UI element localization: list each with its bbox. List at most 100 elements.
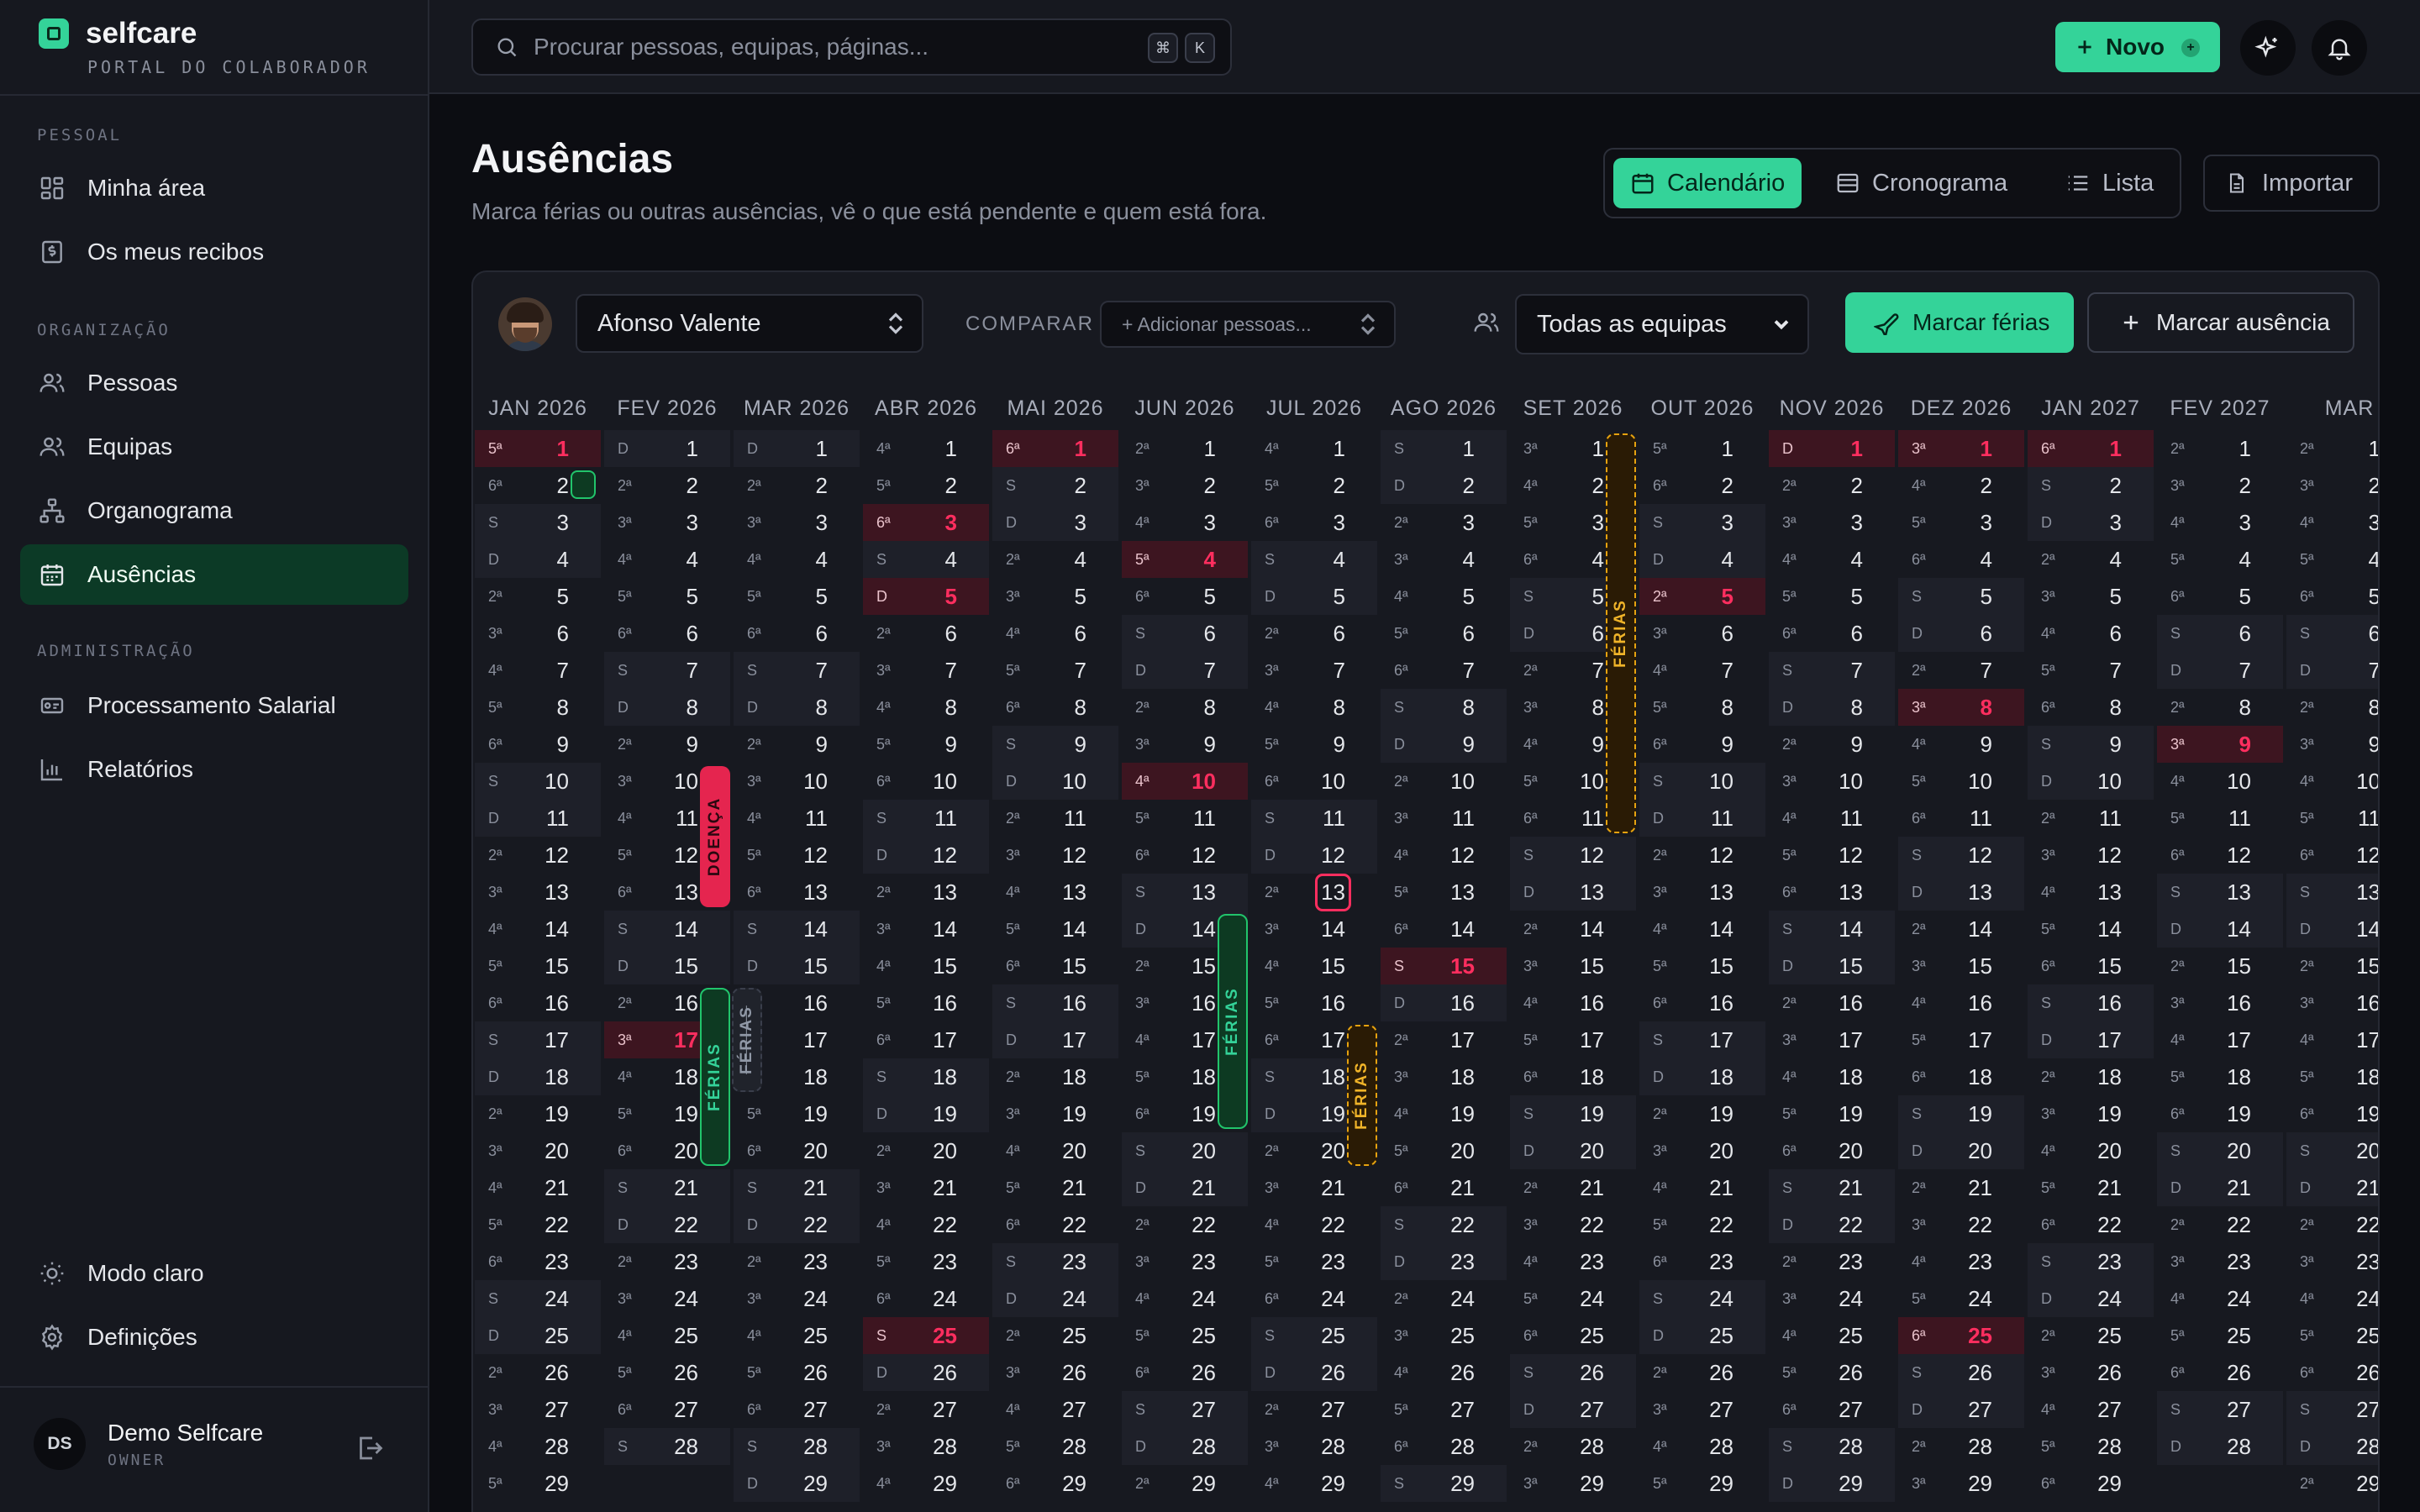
day-cell[interactable]: 4ª 18 bbox=[1769, 1058, 1895, 1095]
day-cell[interactable]: D 21 bbox=[2157, 1169, 2283, 1206]
day-cell[interactable]: 4ª 16 bbox=[1898, 984, 2024, 1021]
day-cell[interactable]: 2ª 1 bbox=[2157, 430, 2283, 467]
day-cell[interactable]: 5ª 17 bbox=[1510, 1021, 1636, 1058]
day-cell[interactable]: 2ª 22 bbox=[2157, 1206, 2283, 1243]
day-cell[interactable]: 5ª 13 bbox=[1381, 874, 1507, 911]
day-cell[interactable]: 4ª 3 bbox=[1122, 504, 1248, 541]
day-cell[interactable]: 5ª 23 bbox=[863, 1243, 989, 1280]
day-cell[interactable]: 3ª 1 bbox=[1510, 430, 1636, 467]
day-cell[interactable]: 6ª 11 bbox=[1898, 800, 2024, 837]
day-cell[interactable]: 4ª 29 bbox=[1251, 1465, 1377, 1502]
day-cell[interactable]: 5ª 11 bbox=[2286, 800, 2378, 837]
day-cell[interactable]: 2ª 12 bbox=[475, 837, 601, 874]
day-cell[interactable]: 4ª 25 bbox=[1769, 1317, 1895, 1354]
day-cell[interactable]: 5ª 28 bbox=[2028, 1428, 2154, 1465]
theme-toggle[interactable]: Modo claro bbox=[20, 1243, 408, 1304]
day-cell[interactable]: 6ª 9 bbox=[475, 726, 601, 763]
sidebar-item-equipas[interactable]: Equipas bbox=[20, 417, 408, 477]
day-cell[interactable]: D 16 bbox=[1381, 984, 1507, 1021]
day-cell[interactable]: 3ª 27 bbox=[475, 1391, 601, 1428]
day-cell[interactable]: 5ª 4 bbox=[2157, 541, 2283, 578]
day-cell[interactable]: D 14 bbox=[2157, 911, 2283, 948]
day-cell[interactable]: S 17 bbox=[1639, 1021, 1765, 1058]
day-cell[interactable]: D 22 bbox=[604, 1206, 730, 1243]
day-cell[interactable]: 4ª 13 bbox=[2028, 874, 2154, 911]
holiday-cell[interactable]: S 25 bbox=[863, 1317, 989, 1354]
day-cell[interactable]: 3ª 23 bbox=[2157, 1243, 2283, 1280]
sidebar-item-minha-area[interactable]: Minha área bbox=[20, 158, 408, 218]
logout-icon[interactable] bbox=[355, 1433, 385, 1463]
day-cell[interactable]: D 10 bbox=[992, 763, 1118, 800]
day-cell[interactable]: S 26 bbox=[1510, 1354, 1636, 1391]
day-cell[interactable]: D 12 bbox=[863, 837, 989, 874]
day-cell[interactable]: 6ª 28 bbox=[1381, 1428, 1507, 1465]
day-cell[interactable]: 6ª 23 bbox=[1639, 1243, 1765, 1280]
day-cell[interactable]: 3ª 23 bbox=[2286, 1243, 2378, 1280]
day-cell[interactable]: 6ª 16 bbox=[475, 984, 601, 1021]
day-cell[interactable]: 2ª 8 bbox=[1122, 689, 1248, 726]
day-cell[interactable]: 4ª 28 bbox=[1639, 1428, 1765, 1465]
day-cell[interactable]: 5ª 2 bbox=[1251, 467, 1377, 504]
day-cell[interactable]: 4ª 8 bbox=[863, 689, 989, 726]
day-cell[interactable]: D 24 bbox=[2028, 1280, 2154, 1317]
day-cell[interactable]: 6ª 17 bbox=[863, 1021, 989, 1058]
day-cell[interactable]: 5ª 22 bbox=[1639, 1206, 1765, 1243]
day-cell[interactable]: 2ª 19 bbox=[1639, 1095, 1765, 1132]
sidebar-item-pessoas[interactable]: Pessoas bbox=[20, 353, 408, 413]
day-cell[interactable]: 5ª 6 bbox=[1381, 615, 1507, 652]
holiday-cell[interactable]: S 15 bbox=[1381, 948, 1507, 984]
day-cell[interactable]: S 17 bbox=[475, 1021, 601, 1058]
day-cell[interactable]: 3ª 9 bbox=[2286, 726, 2378, 763]
day-cell[interactable]: 4ª 11 bbox=[604, 800, 730, 837]
day-cell[interactable]: S 13 bbox=[2157, 874, 2283, 911]
day-cell[interactable]: 4ª 19 bbox=[1381, 1095, 1507, 1132]
day-cell[interactable]: 6ª 12 bbox=[1122, 837, 1248, 874]
day-cell[interactable]: D 21 bbox=[2286, 1169, 2378, 1206]
day-cell[interactable]: D 17 bbox=[992, 1021, 1118, 1058]
day-cell[interactable]: 4ª 14 bbox=[1639, 911, 1765, 948]
day-cell[interactable]: 2ª 12 bbox=[1639, 837, 1765, 874]
day-cell[interactable]: S 28 bbox=[1769, 1428, 1895, 1465]
day-cell[interactable]: 6ª 10 bbox=[863, 763, 989, 800]
day-cell[interactable]: 6ª 9 bbox=[1639, 726, 1765, 763]
day-cell[interactable]: 5ª 16 bbox=[863, 984, 989, 1021]
day-cell[interactable]: D 26 bbox=[1251, 1354, 1377, 1391]
day-cell[interactable]: 2ª 1 bbox=[1122, 430, 1248, 467]
holiday-cell[interactable]: 6ª 1 bbox=[992, 430, 1118, 467]
day-cell[interactable]: 4ª 22 bbox=[1251, 1206, 1377, 1243]
holiday-cell[interactable]: 3ª 8 bbox=[1898, 689, 2024, 726]
day-cell[interactable]: 2ª 23 bbox=[1769, 1243, 1895, 1280]
day-cell[interactable]: 4ª 4 bbox=[1769, 541, 1895, 578]
day-cell[interactable]: 6ª 7 bbox=[1381, 652, 1507, 689]
day-cell[interactable]: 3ª 12 bbox=[992, 837, 1118, 874]
day-cell[interactable]: 4ª 21 bbox=[1639, 1169, 1765, 1206]
absence-bar-vacation-pending[interactable]: FÉRIAS bbox=[1606, 433, 1636, 833]
day-cell[interactable]: 6ª 11 bbox=[1510, 800, 1636, 837]
day-cell[interactable]: 4ª 28 bbox=[475, 1428, 601, 1465]
day-cell[interactable]: 6ª 26 bbox=[2157, 1354, 2283, 1391]
day-cell[interactable]: S 27 bbox=[2157, 1391, 2283, 1428]
day-cell[interactable]: 5ª 11 bbox=[1122, 800, 1248, 837]
day-cell[interactable]: 6ª 6 bbox=[734, 615, 860, 652]
day-cell[interactable]: S 16 bbox=[992, 984, 1118, 1021]
day-cell[interactable]: S 18 bbox=[863, 1058, 989, 1095]
day-cell[interactable]: 3ª 20 bbox=[475, 1132, 601, 1169]
day-cell[interactable]: 3ª 23 bbox=[1122, 1243, 1248, 1280]
day-cell[interactable]: 4ª 26 bbox=[1381, 1354, 1507, 1391]
day-cell[interactable]: 4ª 25 bbox=[734, 1317, 860, 1354]
day-cell[interactable]: 5ª 19 bbox=[734, 1095, 860, 1132]
day-cell[interactable]: 2ª 8 bbox=[2157, 689, 2283, 726]
day-cell[interactable]: 4ª 25 bbox=[604, 1317, 730, 1354]
